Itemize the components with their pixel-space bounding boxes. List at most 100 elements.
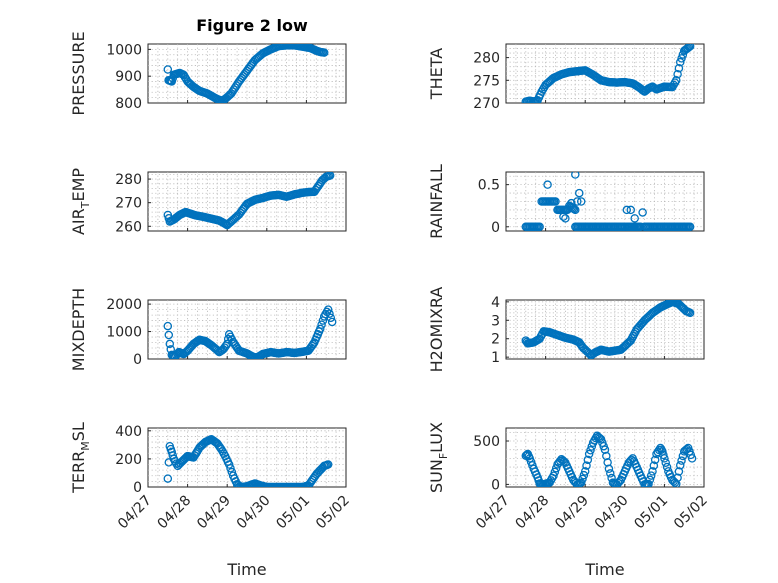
y-tick-label: 260 (115, 219, 142, 235)
series-points (521, 44, 695, 103)
data-point (670, 478, 680, 487)
y-tick-label: 200 (115, 452, 142, 468)
x-tick-label: 05/02 (313, 493, 353, 533)
data-point (646, 471, 656, 480)
x-tick-label: 05/02 (671, 493, 711, 533)
data-point (550, 467, 560, 477)
x-tick-label: 04/30 (234, 493, 274, 533)
data-point (672, 479, 681, 487)
y-tick-label: 0 (133, 352, 142, 368)
data-point (675, 57, 685, 67)
y-tick-label: 0 (133, 480, 142, 496)
data-point (673, 70, 682, 79)
data-point (630, 214, 639, 223)
y-axis-label: MIXDEPTH (69, 288, 88, 371)
y-tick-label: 270 (473, 96, 500, 112)
x-tick-label: 04/29 (194, 493, 234, 533)
data-point (685, 308, 695, 318)
data-point (163, 65, 173, 74)
data-point (673, 473, 682, 482)
y-tick-label: 800 (115, 96, 142, 112)
y-tick-label: 2 (491, 332, 500, 348)
data-point (327, 317, 337, 327)
y-tick-label: 1000 (106, 325, 142, 341)
data-point (661, 458, 670, 467)
y-tick-label: 4 (491, 295, 500, 311)
data-point (660, 454, 669, 463)
series-points (163, 305, 337, 359)
data-point (637, 85, 647, 95)
series-points (521, 300, 695, 359)
x-tick-label: 05/01 (273, 493, 313, 533)
data-point (685, 44, 695, 51)
data-point (677, 456, 686, 465)
y-axis-label: PRESSURE (69, 31, 88, 115)
data-point (615, 477, 624, 486)
y-axis-label: SUNFLUX (427, 422, 450, 493)
y-tick-label: 280 (473, 51, 500, 67)
y-axis-label: RAINFALL (427, 164, 446, 239)
data-point (215, 442, 225, 452)
data-point (316, 324, 325, 334)
panel-theta: 270 275 280 THETA (427, 43, 705, 112)
panel-rainfall: 0 0.5 RAINFALL (427, 164, 705, 239)
y-tick-label: 0.5 (478, 178, 500, 194)
y-tick-label: 280 (115, 172, 142, 188)
panel-pressure: 800 900 1000 PRESSURE (69, 31, 347, 116)
data-point (683, 44, 693, 53)
data-point (583, 455, 593, 465)
data-point (165, 339, 175, 349)
data-point (163, 321, 173, 331)
data-point (684, 44, 694, 52)
series-points (521, 172, 695, 231)
data-point (226, 464, 235, 473)
y-tick-label: 3 (491, 313, 500, 329)
data-point (685, 222, 695, 231)
panel-air_temp: 260 270 280 AIRTEMP (69, 168, 347, 235)
y-tick-label: 400 (115, 424, 142, 440)
data-point (584, 449, 594, 459)
y-axis-label: TERRMSL (69, 422, 92, 494)
data-point (308, 339, 318, 349)
data-point (535, 222, 544, 231)
x-axis-label: Time (584, 560, 624, 579)
data-point (650, 455, 660, 465)
data-point (559, 212, 568, 221)
data-point (576, 478, 586, 487)
x-tick-label: 04/29 (552, 493, 592, 533)
x-tick-label: 04/30 (592, 493, 632, 533)
data-point (317, 320, 326, 329)
y-axis-label: THETA (427, 48, 446, 100)
data-point (644, 479, 653, 487)
data-point (549, 471, 558, 480)
data-point (682, 444, 692, 454)
series-points (163, 172, 335, 230)
data-point (604, 464, 614, 474)
y-tick-label: 900 (115, 69, 142, 85)
figure-title: Figure 2 low (196, 16, 308, 35)
data-point (648, 467, 657, 476)
data-point (582, 461, 591, 470)
panel-sun_flux: 0 500 04/27 04/28 04/29 04/30 05/01 05/02 Time SU… (427, 422, 711, 579)
data-point (568, 203, 578, 213)
data-point (638, 208, 647, 217)
data-point (579, 470, 589, 480)
data-point (672, 76, 681, 85)
data-point (687, 454, 697, 463)
y-tick-label: 2000 (106, 297, 142, 313)
data-point (659, 450, 668, 460)
data-point (214, 95, 224, 103)
series-points (163, 44, 329, 103)
data-point (681, 446, 690, 455)
data-point (558, 456, 568, 465)
data-point (571, 172, 580, 179)
x-tick-label: 04/28 (513, 493, 553, 533)
data-point (323, 460, 333, 469)
y-tick-label: 270 (115, 196, 142, 212)
data-point (567, 198, 576, 208)
data-point (561, 214, 570, 223)
data-point (571, 205, 580, 215)
series-points (163, 434, 333, 487)
